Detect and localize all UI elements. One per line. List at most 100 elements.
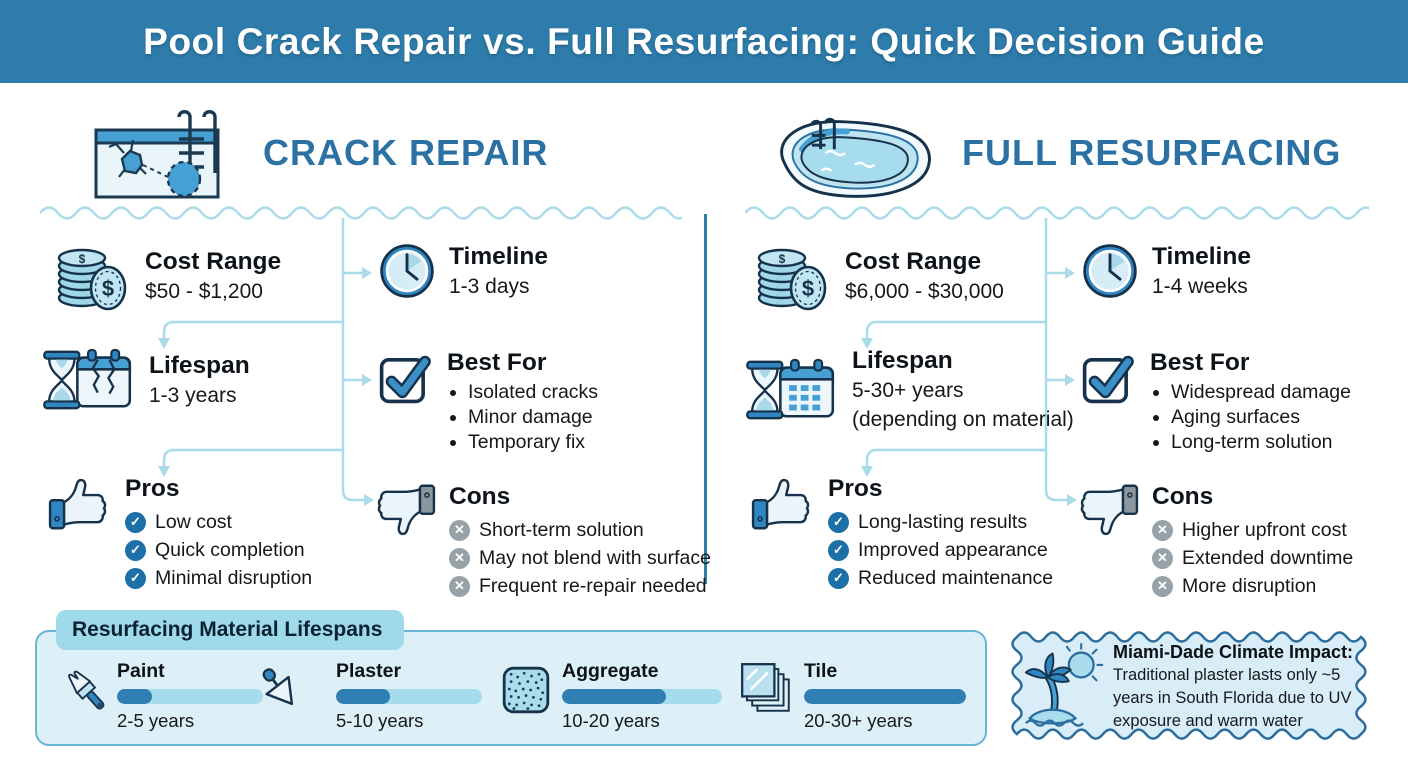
hourglass-calendar-icon — [745, 356, 839, 424]
flow-connectors-right — [861, 218, 1077, 506]
material-name: Aggregate — [562, 660, 659, 682]
material-name: Plaster — [336, 660, 402, 682]
flow-connectors-left — [158, 218, 374, 506]
clock-icon — [1081, 242, 1139, 300]
cons-entry: ✕ Frequent re-repair needed — [449, 574, 711, 598]
cross-icon: ✕ — [1152, 519, 1173, 541]
aggregate-icon — [500, 664, 552, 716]
bestfor-bullet: Temporary fix — [468, 430, 598, 455]
wave-divider-right — [745, 206, 1369, 220]
palm-island-sun-icon — [1024, 642, 1106, 728]
pros-entry: ✓ Low cost — [125, 510, 312, 534]
lifespan-label: Lifespan — [852, 347, 953, 374]
resurf-bestfor-item: Best For Widespread damage Aging surface… — [1081, 348, 1351, 455]
bestfor-label: Best For — [1150, 349, 1250, 376]
bestfor-label: Best For — [447, 349, 547, 376]
crack-pros-item: Pros ✓ Low cost ✓ Quick completion ✓ Minima… — [48, 474, 312, 590]
timeline-label: Timeline — [449, 243, 548, 270]
cross-icon: ✕ — [449, 575, 470, 597]
full-resurfacing-column-title: FULL RESURFACING — [962, 132, 1342, 173]
resurf-lifespan-item: Lifespan 5-30+ years (depending on mater… — [745, 346, 1074, 433]
lifespan-value: 5-30+ years — [852, 379, 964, 402]
lifespan-label: Lifespan — [149, 352, 250, 379]
material-years: 2-5 years — [117, 710, 195, 731]
thumbs-up-icon — [751, 474, 815, 532]
pros-label: Pros — [828, 475, 883, 502]
check-icon: ✓ — [125, 511, 146, 533]
cons-label: Cons — [449, 483, 511, 510]
title-banner: Pool Crack Repair vs. Full Resurfacing: … — [0, 0, 1408, 83]
tile-icon — [740, 662, 794, 716]
pros-entry: ✓ Quick completion — [125, 538, 312, 562]
bestfor-list: Widespread damage Aging surfaces Long-te… — [1150, 380, 1351, 455]
lifespan-bar — [117, 689, 263, 704]
lifespan-bar — [562, 689, 722, 704]
timeline-value: 1-3 days — [449, 275, 530, 298]
resurf-pros-item: Pros ✓ Long-lasting results ✓ Improved app… — [751, 474, 1053, 590]
climate-title: Miami-Dade Climate Impact: — [1113, 642, 1354, 662]
checkbox-icon — [378, 348, 434, 406]
crack-repair-column-title: CRACK REPAIR — [263, 132, 549, 173]
pros-label: Pros — [125, 475, 180, 502]
check-icon: ✓ — [125, 567, 146, 589]
check-icon: ✓ — [828, 567, 849, 589]
material-plaster: Plaster 5-10 years — [336, 660, 482, 732]
material-paint: Paint 2-5 years — [117, 660, 263, 732]
cons-entry: ✕ May not blend with surface — [449, 546, 711, 570]
lifespan-bar — [336, 689, 482, 704]
crack-bestfor-item: Best For Isolated cracks Minor damage Te… — [378, 348, 598, 455]
crack-timeline-item: Timeline 1-3 days — [378, 242, 548, 300]
cost-label: Cost Range — [145, 248, 282, 275]
wavy-border — [1011, 631, 1367, 740]
wave-divider-left — [40, 206, 682, 220]
cost-label: Cost Range — [845, 248, 982, 275]
material-years: 20-30+ years — [804, 710, 913, 731]
cross-icon: ✕ — [1152, 547, 1173, 569]
thumbs-down-icon — [372, 482, 436, 540]
cost-value: $50 - $1,200 — [145, 280, 263, 303]
paintbrush-icon — [60, 664, 112, 716]
cons-entry: ✕ Higher upfront cost — [1152, 518, 1353, 542]
climate-body: Traditional plaster lasts only ~5 years … — [1113, 666, 1352, 730]
climate-text: Miami-Dade Climate Impact: Traditional p… — [1113, 640, 1359, 733]
lifespan-value: 1-3 years — [149, 384, 237, 407]
timeline-label: Timeline — [1152, 243, 1251, 270]
material-tile: Tile 20-30+ years — [804, 660, 966, 732]
bestfor-list: Isolated cracks Minor damage Temporary f… — [447, 380, 598, 455]
checkbox-icon — [1081, 348, 1137, 406]
coins-icon — [52, 238, 132, 314]
check-icon: ✓ — [125, 539, 146, 561]
cons-entry: ✕ More disruption — [1152, 574, 1353, 598]
climate-callout: Miami-Dade Climate Impact: Traditional p… — [1010, 627, 1368, 745]
resurf-timeline-item: Timeline 1-4 weeks — [1081, 242, 1251, 300]
check-icon: ✓ — [828, 539, 849, 561]
cost-value: $6,000 - $30,000 — [845, 280, 1004, 303]
pros-entry: ✓ Improved appearance — [828, 538, 1053, 562]
thumbs-down-icon — [1075, 482, 1139, 540]
pros-list: ✓ Long-lasting results ✓ Improved appearan… — [828, 510, 1053, 590]
crack-cons-item: Cons ✕ Short-term solution ✕ May not blend… — [372, 482, 711, 598]
pool-resurfacing-icon — [756, 106, 944, 204]
resurf-cons-item: Cons ✕ Higher upfront cost ✕ Extended down… — [1075, 482, 1353, 598]
bestfor-bullet: Long-term solution — [1171, 430, 1351, 455]
bestfor-bullet: Isolated cracks — [468, 380, 598, 405]
crack-cost-item: Cost Range $50 - $1,200 — [52, 238, 281, 314]
check-icon: ✓ — [828, 511, 849, 533]
pros-list: ✓ Low cost ✓ Quick completion ✓ Minimal dis… — [125, 510, 312, 590]
cons-list: ✕ Short-term solution ✕ May not blend with… — [449, 518, 711, 598]
thumbs-up-icon — [48, 474, 112, 532]
material-name: Tile — [804, 660, 838, 682]
cons-entry: ✕ Short-term solution — [449, 518, 711, 542]
lifespan-note: (depending on material) — [852, 408, 1074, 431]
cross-icon: ✕ — [449, 519, 470, 541]
material-years: 10-20 years — [562, 710, 660, 731]
material-aggregate: Aggregate 10-20 years — [562, 660, 722, 732]
lifespan-bar — [804, 689, 966, 704]
pros-entry: ✓ Reduced maintenance — [828, 566, 1053, 590]
pros-entry: ✓ Minimal disruption — [125, 566, 312, 590]
page-title: Pool Crack Repair vs. Full Resurfacing: … — [143, 20, 1265, 62]
pool-crack-icon — [90, 103, 242, 203]
resurf-cost-item: Cost Range $6,000 - $30,000 — [752, 238, 1004, 314]
cons-label: Cons — [1152, 483, 1214, 510]
